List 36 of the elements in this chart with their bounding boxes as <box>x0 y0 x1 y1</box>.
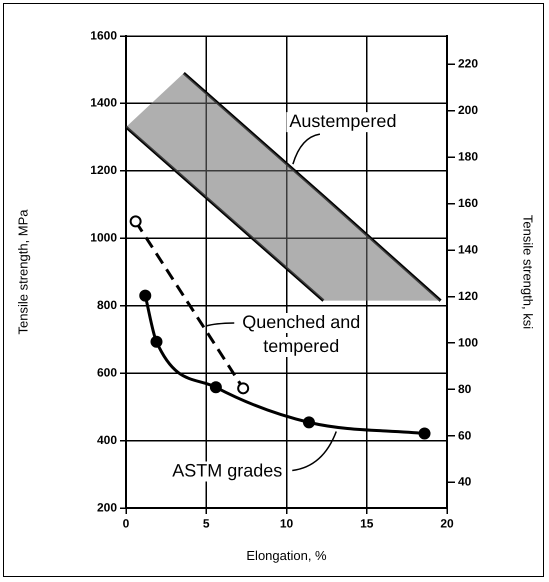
y2-axis-title: Tensile strength, ksi <box>520 214 536 330</box>
y-tick-label: 1000 <box>90 230 118 245</box>
y-tick-label: 200 <box>96 500 118 514</box>
y-axis-title: Tensile strength, MPa <box>15 208 30 335</box>
y-tick-label: 1600 <box>90 28 118 42</box>
y2-tick-label: 40 <box>458 474 472 489</box>
x-tick-label: 15 <box>360 516 374 531</box>
y-tick-label: 800 <box>96 298 118 312</box>
y2-tick-label: 100 <box>458 335 478 350</box>
y2-tick-label: 60 <box>458 428 472 442</box>
y2-tick-label: 120 <box>458 288 478 303</box>
annotation: Austempered <box>289 111 396 132</box>
y2-tick-label: 80 <box>458 382 472 396</box>
y2-tick-label: 160 <box>458 196 478 210</box>
y-tick-label: 400 <box>96 432 118 447</box>
annotation: ASTM grades <box>172 460 282 480</box>
y-tick-label: 1400 <box>90 96 118 110</box>
x-axis-title: Elongation, % <box>246 548 328 563</box>
point <box>237 382 250 394</box>
y2-tick-label: 220 <box>458 56 478 70</box>
x-tick-label: 10 <box>280 516 294 531</box>
y2-tick-label: 180 <box>458 149 478 164</box>
y-tick-label: 600 <box>96 365 118 380</box>
point <box>130 215 142 228</box>
point <box>418 427 431 440</box>
point <box>150 336 162 348</box>
x-tick-label: 5 <box>202 516 210 531</box>
point <box>139 290 152 302</box>
annotation: Quenched and tempered <box>242 312 360 356</box>
x-tick-label: 0 <box>122 516 130 531</box>
y2-tick-label: 200 <box>458 102 478 117</box>
point <box>302 416 315 428</box>
point <box>210 381 222 394</box>
y-tick-label: 1200 <box>90 163 118 178</box>
y2-tick-label: 140 <box>458 242 478 256</box>
x-tick-label: 20 <box>440 516 454 531</box>
